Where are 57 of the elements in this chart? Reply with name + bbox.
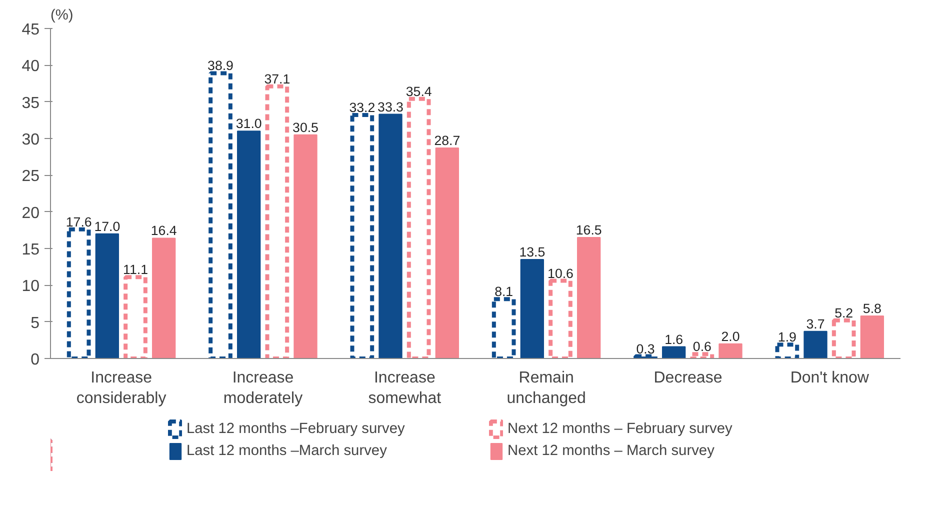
x-tick-label: Don't know bbox=[790, 370, 870, 386]
bar bbox=[95, 233, 119, 358]
data-label: 1.9 bbox=[778, 330, 796, 345]
data-label: 0.3 bbox=[636, 341, 655, 356]
y-tick-label: 10 bbox=[22, 278, 40, 296]
data-label: 30.5 bbox=[292, 120, 318, 135]
bar bbox=[237, 130, 261, 358]
data-label: 11.1 bbox=[123, 262, 148, 278]
y-tick-label: 5 bbox=[30, 314, 40, 332]
data-label: 16.5 bbox=[576, 222, 602, 238]
y-tick-label: 0 bbox=[30, 352, 40, 368]
data-label: 17.0 bbox=[94, 218, 120, 234]
x-tick-label: Remain unchanged bbox=[506, 370, 586, 407]
x-tick-label: Increase considerably bbox=[76, 370, 166, 407]
data-label: 16.4 bbox=[150, 223, 178, 238]
data-label: 1.6 bbox=[664, 332, 684, 347]
bar bbox=[860, 315, 884, 358]
legend-label: Last 12 months –February survey bbox=[186, 421, 406, 437]
bar bbox=[577, 237, 601, 358]
bar bbox=[520, 259, 544, 358]
bar bbox=[718, 343, 742, 358]
y-tick-label: 25 bbox=[22, 168, 40, 186]
data-label: 33.2 bbox=[349, 100, 376, 116]
legend-label: Last 12 months –March survey bbox=[186, 443, 388, 459]
data-label: 13.5 bbox=[519, 244, 546, 260]
data-label: 5.2 bbox=[834, 305, 854, 320]
data-label: 10.6 bbox=[548, 266, 574, 281]
data-label: 17.6 bbox=[66, 214, 92, 230]
y-tick-label: 30 bbox=[22, 132, 40, 148]
legend-label: Next 12 months – February survey bbox=[508, 421, 734, 437]
y-axis-title: (%) bbox=[50, 8, 74, 24]
y-tick-label: 15 bbox=[22, 242, 40, 258]
data-label: 35.4 bbox=[406, 84, 432, 99]
data-label: 33.3 bbox=[378, 99, 404, 114]
data-label: 31.0 bbox=[236, 116, 262, 132]
y-tick-label: 45 bbox=[22, 22, 40, 38]
y-tick-label: 40 bbox=[22, 58, 40, 76]
data-label: 3.7 bbox=[806, 316, 825, 332]
bar bbox=[152, 238, 176, 358]
y-tick-label: 20 bbox=[22, 204, 40, 222]
data-label: 37.1 bbox=[264, 71, 290, 86]
data-label: 5.8 bbox=[862, 300, 882, 316]
legend-label: Next 12 months – March survey bbox=[508, 443, 716, 459]
x-tick-label: Decrease bbox=[654, 370, 722, 386]
y-tick-label: 35 bbox=[22, 94, 40, 112]
bar bbox=[294, 134, 318, 358]
bar bbox=[662, 346, 686, 358]
data-label: 28.7 bbox=[434, 133, 460, 148]
data-label: 8.1 bbox=[494, 284, 514, 300]
bar bbox=[804, 330, 828, 358]
x-tick-label: Increase somewhat bbox=[368, 370, 442, 407]
bar bbox=[378, 114, 402, 358]
data-label: 2.0 bbox=[721, 328, 740, 344]
data-label: 0.6 bbox=[692, 339, 712, 354]
bar bbox=[435, 148, 459, 358]
x-tick-label: Increase moderately bbox=[223, 370, 303, 407]
data-label: 38.9 bbox=[208, 58, 234, 74]
